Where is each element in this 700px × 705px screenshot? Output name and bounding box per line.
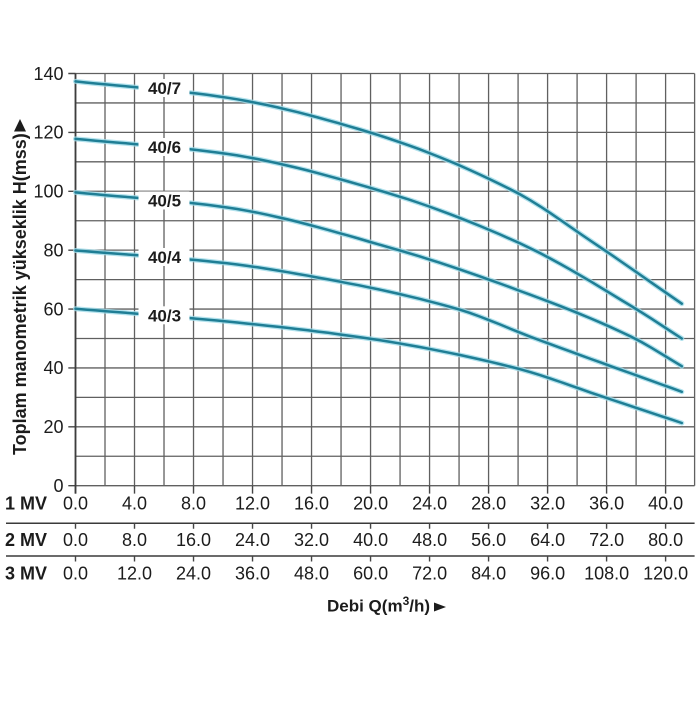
svg-text:48.0: 48.0 (294, 564, 329, 584)
svg-text:120.0: 120.0 (643, 564, 688, 584)
svg-text:16.0: 16.0 (176, 530, 211, 550)
svg-text:80.0: 80.0 (648, 530, 683, 550)
svg-text:32.0: 32.0 (294, 530, 329, 550)
svg-text:84.0: 84.0 (471, 564, 506, 584)
svg-text:0.0: 0.0 (63, 530, 88, 550)
svg-text:36.0: 36.0 (589, 494, 624, 514)
svg-text:64.0: 64.0 (530, 530, 565, 550)
svg-text:48.0: 48.0 (412, 530, 447, 550)
svg-text:20.0: 20.0 (353, 494, 388, 514)
svg-text:3 MV: 3 MV (5, 564, 47, 584)
svg-text:32.0: 32.0 (530, 494, 565, 514)
svg-text:108.0: 108.0 (584, 564, 629, 584)
svg-text:40/4: 40/4 (148, 248, 182, 267)
svg-text:40.0: 40.0 (648, 494, 683, 514)
svg-text:24.0: 24.0 (235, 530, 270, 550)
svg-text:0.0: 0.0 (63, 564, 88, 584)
svg-text:40: 40 (43, 358, 63, 378)
svg-text:40.0: 40.0 (353, 530, 388, 550)
svg-text:Debi Q(m3/h): Debi Q(m3/h) (327, 594, 430, 616)
svg-text:12.0: 12.0 (117, 564, 152, 584)
svg-text:16.0: 16.0 (294, 494, 329, 514)
svg-text:24.0: 24.0 (412, 494, 447, 514)
svg-text:Toplam manometrik yükseklik H(: Toplam manometrik yükseklik H(mss) (10, 133, 30, 455)
svg-text:56.0: 56.0 (471, 530, 506, 550)
svg-text:140: 140 (33, 64, 63, 84)
svg-text:96.0: 96.0 (530, 564, 565, 584)
svg-text:60.0: 60.0 (353, 564, 388, 584)
svg-text:80: 80 (43, 241, 63, 261)
svg-text:0: 0 (53, 476, 63, 496)
svg-text:12.0: 12.0 (235, 494, 270, 514)
svg-text:72.0: 72.0 (412, 564, 447, 584)
svg-text:8.0: 8.0 (122, 530, 147, 550)
svg-text:100: 100 (33, 182, 63, 202)
svg-text:8.0: 8.0 (181, 494, 206, 514)
svg-text:28.0: 28.0 (471, 494, 506, 514)
svg-text:4.0: 4.0 (122, 494, 147, 514)
svg-text:60: 60 (43, 299, 63, 319)
svg-text:72.0: 72.0 (589, 530, 624, 550)
svg-text:40/7: 40/7 (148, 79, 181, 98)
svg-text:120: 120 (33, 123, 63, 143)
svg-text:1 MV: 1 MV (5, 494, 47, 514)
svg-text:40/3: 40/3 (148, 306, 181, 325)
svg-text:24.0: 24.0 (176, 564, 211, 584)
svg-text:2 MV: 2 MV (5, 530, 47, 550)
svg-text:36.0: 36.0 (235, 564, 270, 584)
svg-text:40/5: 40/5 (148, 192, 181, 211)
svg-text:40/6: 40/6 (148, 138, 181, 157)
svg-text:20: 20 (43, 417, 63, 437)
svg-text:0.0: 0.0 (63, 494, 88, 514)
